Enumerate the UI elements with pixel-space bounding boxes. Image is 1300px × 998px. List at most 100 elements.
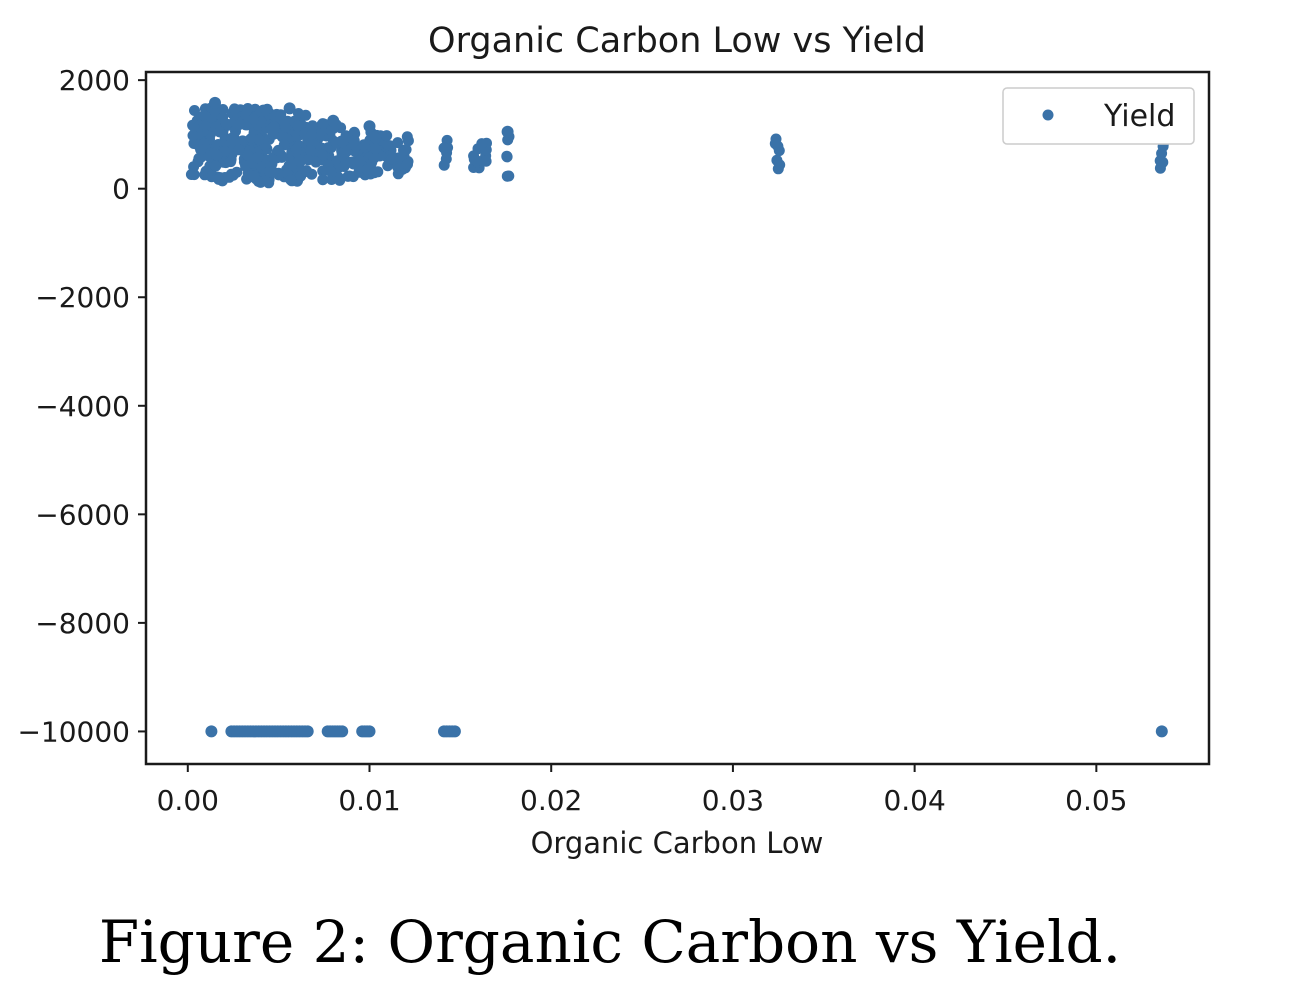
data-point: [1155, 725, 1168, 738]
y-tick-label: 0: [112, 173, 130, 206]
data-point: [233, 144, 245, 156]
data-point: [334, 174, 346, 186]
data-point: [471, 155, 483, 167]
legend: Yield: [1002, 87, 1195, 145]
data-point: [310, 156, 322, 168]
data-point: [446, 725, 459, 738]
y-tick-label: −6000: [35, 498, 130, 531]
data-point: [386, 153, 398, 165]
data-point: [400, 144, 412, 156]
chart-title: Organic Carbon Low vs Yield: [428, 21, 926, 61]
legend-marker: [1042, 109, 1054, 121]
data-point: [368, 152, 380, 164]
data-point: [372, 166, 384, 178]
data-point: [205, 725, 218, 738]
data-point: [300, 109, 312, 121]
data-point: [363, 120, 376, 133]
data-point: [1156, 147, 1168, 159]
data-point: [333, 725, 346, 738]
legend-box: [1002, 87, 1195, 145]
data-point: [213, 173, 225, 185]
data-point: [280, 121, 291, 133]
data-point: [292, 120, 304, 132]
data-point: [342, 170, 354, 182]
data-point: [293, 155, 305, 167]
data-point: [187, 130, 199, 141]
data-point: [214, 126, 226, 138]
data-point: [502, 134, 514, 146]
data-point: [1154, 162, 1166, 174]
data-point: [370, 143, 382, 155]
x-tick-label: 0.01: [338, 784, 400, 817]
data-point: [275, 109, 287, 121]
data-point: [285, 174, 297, 186]
data-point: [307, 120, 318, 132]
data-point: [242, 149, 253, 161]
data-point: [480, 155, 492, 167]
data-point: [195, 144, 207, 156]
y-tick-label: −10000: [17, 715, 130, 748]
x-tick-label: 0.05: [1065, 784, 1127, 817]
data-point: [290, 143, 302, 155]
y-tick-label: −8000: [35, 607, 130, 640]
data-point: [233, 119, 245, 130]
data-point: [267, 128, 279, 140]
data-point: [317, 118, 329, 130]
x-axis: 0.00 0.01 0.02 0.03 0.04 0.05: [157, 764, 1128, 817]
data-point: [189, 105, 200, 116]
data-point: [247, 113, 259, 125]
data-point: [367, 130, 379, 142]
data-point: [354, 155, 366, 167]
data-point: [225, 156, 237, 168]
data-point: [272, 144, 284, 156]
x-tick-label: 0.00: [157, 784, 219, 817]
data-point: [210, 160, 222, 172]
data-point: [341, 145, 353, 157]
data-point: [306, 128, 318, 140]
x-axis-title: Organic Carbon Low: [531, 826, 824, 860]
plot-area-frame: [144, 70, 1211, 766]
data-point: [358, 139, 370, 151]
data-point: [501, 150, 513, 162]
data-point: [325, 166, 337, 177]
data-point: [317, 174, 329, 186]
data-point: [229, 103, 240, 115]
y-tick-label: −4000: [35, 390, 130, 423]
data-point: [211, 149, 223, 161]
scatter-marks: [185, 96, 1169, 738]
data-point: [252, 151, 263, 163]
y-axis: 2000 0 −2000 −4000 −6000 −8000 −10000: [17, 64, 146, 748]
x-tick-label: 0.03: [702, 784, 764, 817]
data-point: [261, 175, 273, 187]
data-point: [438, 159, 450, 171]
data-point: [402, 135, 414, 147]
data-point: [237, 135, 249, 147]
data-point: [267, 166, 279, 178]
data-point: [381, 130, 393, 142]
data-point: [253, 134, 265, 146]
data-point: [209, 96, 221, 109]
data-point: [327, 114, 340, 127]
y-tick-label: −2000: [35, 281, 130, 314]
data-point: [299, 725, 311, 738]
figure-caption: Figure 2: Organic Carbon vs Yield.: [98, 908, 1122, 976]
data-point: [503, 170, 515, 182]
scatter-chart: Organic Carbon Low vs Yield 2000 0 −2000 −4…: [17, 21, 1211, 860]
data-point: [223, 171, 235, 183]
data-point: [402, 158, 413, 170]
data-point: [392, 137, 404, 149]
data-point: [361, 725, 374, 738]
data-point: [438, 142, 450, 154]
data-point: [305, 145, 317, 157]
data-point: [337, 136, 348, 148]
data-point: [348, 135, 360, 147]
data-point: [770, 133, 782, 145]
data-point: [501, 125, 514, 138]
data-point: [316, 149, 328, 161]
data-point: [476, 138, 488, 150]
data-point: [188, 169, 200, 181]
data-point: [772, 163, 784, 175]
x-tick-label: 0.02: [520, 784, 582, 817]
data-point: [345, 156, 357, 168]
data-point: [248, 170, 260, 182]
